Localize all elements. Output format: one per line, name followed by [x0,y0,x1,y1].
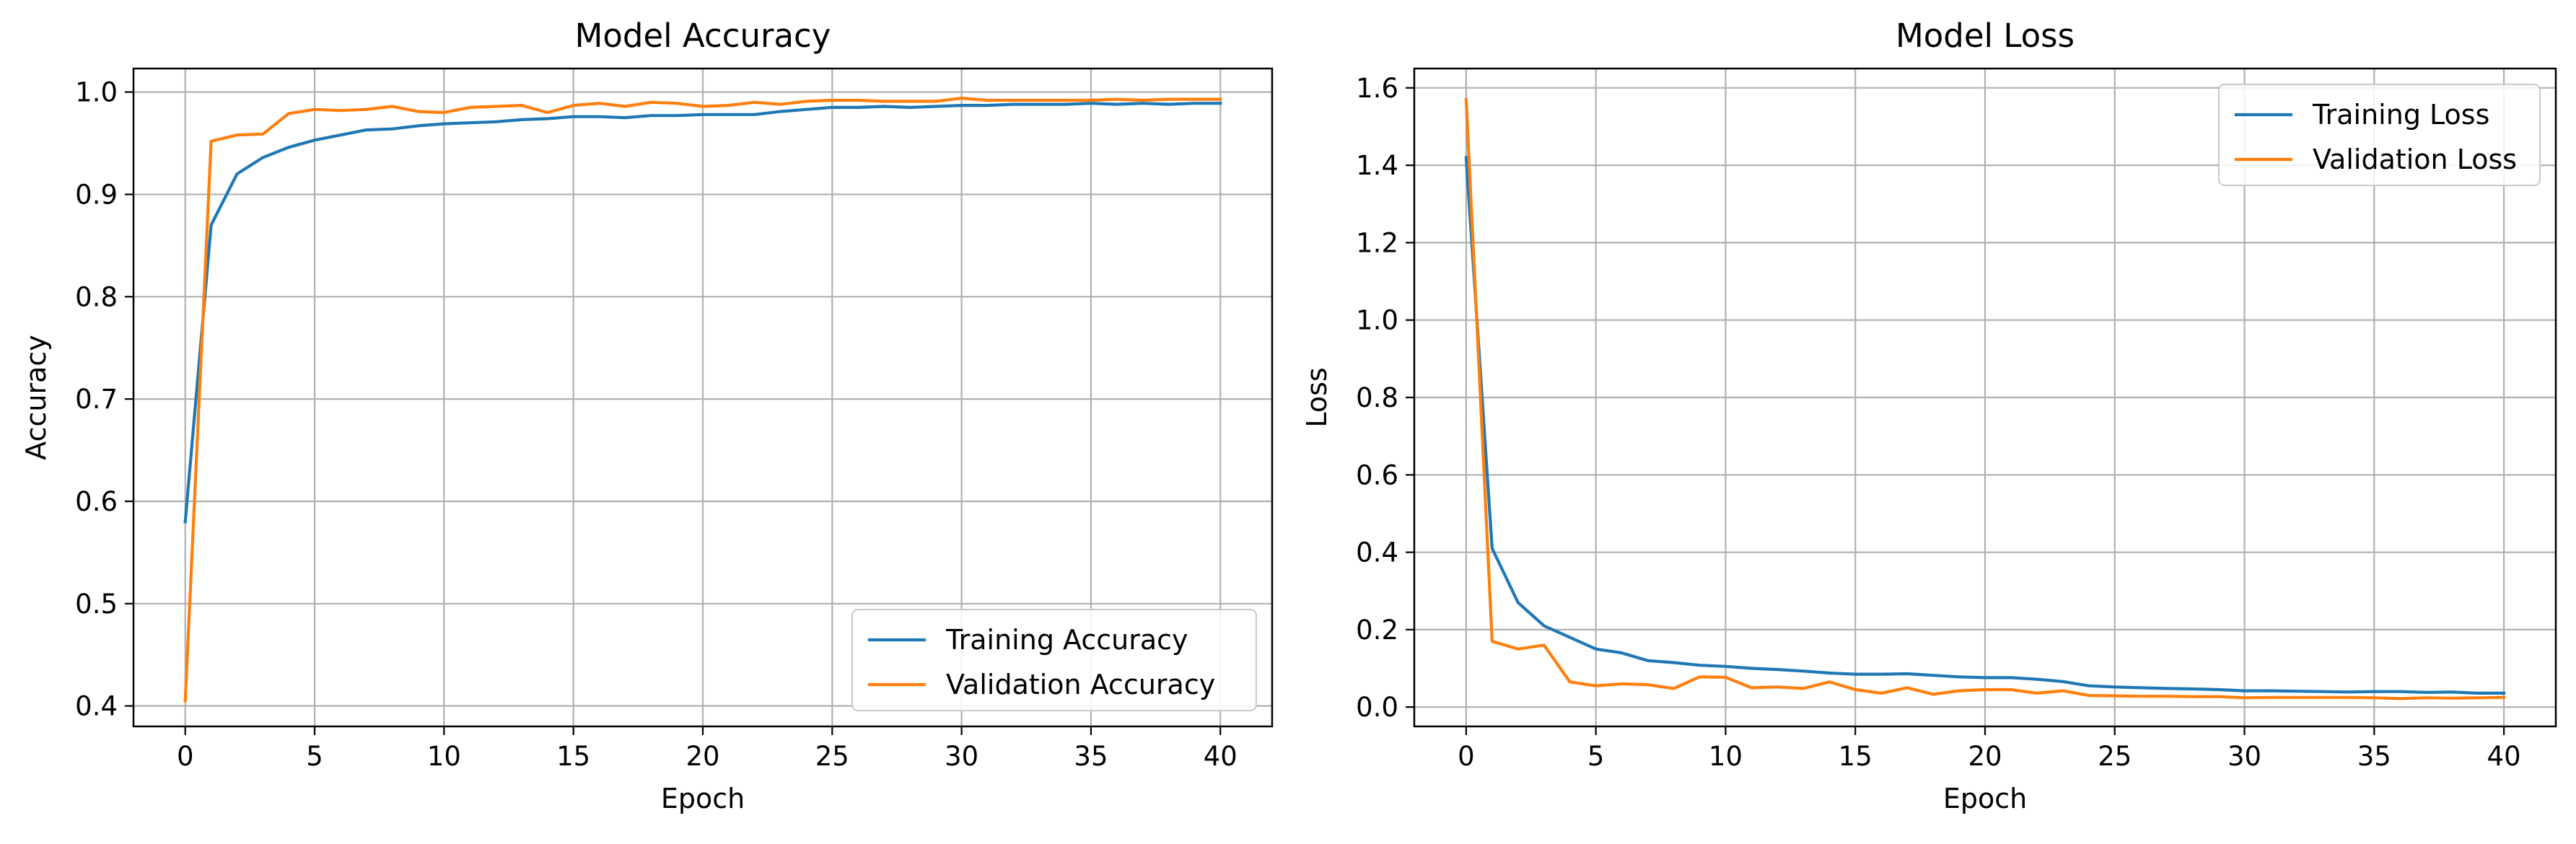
loss-x-tick-label: 25 [2098,741,2132,772]
loss-x-tick-label: 20 [1968,741,2002,772]
accuracy-series-line-validation [183,97,1222,703]
accuracy-y-tick-label: 1.0 [75,77,118,108]
accuracy-y-axis-label: Accuracy [20,335,52,460]
loss-chart-panel: 0 5 10 15 20 25 30 35 40 0.0 0.2 0.4 0.6 0.8 1.0 1.2 1.4… [1301,17,2557,814]
loss-legend-label-training: Training Loss [2312,99,2489,131]
loss-x-tick-label: 40 [2487,741,2521,772]
accuracy-legend-box [851,608,1258,712]
loss-y-tick-label: 0.0 [1356,692,1398,723]
loss-y-tick-label: 1.4 [1356,150,1398,181]
accuracy-x-tick-label: 10 [427,741,461,772]
loss-y-tick-label: 1.2 [1356,227,1398,258]
accuracy-legend-label-training: Training Accuracy [945,624,1188,656]
loss-y-axis-label: Loss [1301,367,1333,427]
loss-x-tick-label: 10 [1709,741,1743,772]
loss-series-line-validation [1464,97,2506,700]
accuracy-y-tick-label: 0.8 [75,281,118,312]
accuracy-y-tick-label: 0.5 [75,589,118,620]
loss-x-tick-label: 30 [2227,741,2261,772]
accuracy-x-axis-label: Epoch [661,783,745,814]
accuracy-x-tick-label: 40 [1204,741,1237,772]
loss-chart-title: Model Loss [1896,17,2075,55]
loss-x-tick-label: 0 [1458,741,1475,772]
accuracy-legend: Training Accuracy Validation Accuracy [851,608,1258,712]
accuracy-chart-panel: 0 5 10 15 20 25 30 35 40 0.4 0.5 0.6 0.7 0.8 0.9 1.0 Mod… [20,17,1274,814]
accuracy-x-tick-label: 0 [177,741,194,772]
loss-legend: Training Loss Validation Loss [2217,83,2541,187]
accuracy-x-tick-label: 15 [556,741,590,772]
loss-grid [1414,69,2556,726]
accuracy-x-tick-label: 35 [1074,741,1108,772]
loss-x-axis-label: Epoch [1943,783,2027,814]
loss-x-tick-label: 5 [1587,741,1605,772]
loss-y-tick-label: 0.4 [1356,537,1398,568]
loss-y-tick-label: 0.2 [1356,615,1398,646]
loss-series-line-training [1464,156,2506,695]
loss-y-tick-label: 0.6 [1356,460,1398,491]
accuracy-x-tick-label: 5 [306,741,323,772]
loss-y-tick-label: 0.8 [1356,382,1398,413]
loss-legend-box [2217,83,2541,187]
accuracy-y-tick-label: 0.7 [75,384,118,415]
accuracy-x-tick-label: 25 [815,741,849,772]
accuracy-y-tick-label: 0.9 [75,179,118,210]
accuracy-y-tick-label: 0.6 [75,486,118,517]
accuracy-x-tick-label: 30 [945,741,978,772]
loss-y-tick-label: 1.0 [1356,305,1398,336]
accuracy-x-tick-label: 20 [685,741,719,772]
accuracy-legend-label-validation: Validation Accuracy [946,669,1215,700]
accuracy-y-tick-label: 0.4 [75,691,118,722]
loss-y-tick-label: 1.6 [1356,73,1398,104]
accuracy-chart-title: Model Accuracy [575,17,831,55]
loss-legend-label-validation: Validation Loss [2313,144,2517,175]
accuracy-series-line-training [183,102,1222,524]
loss-x-tick-label: 15 [1839,741,1872,772]
loss-x-tick-label: 35 [2357,741,2391,772]
